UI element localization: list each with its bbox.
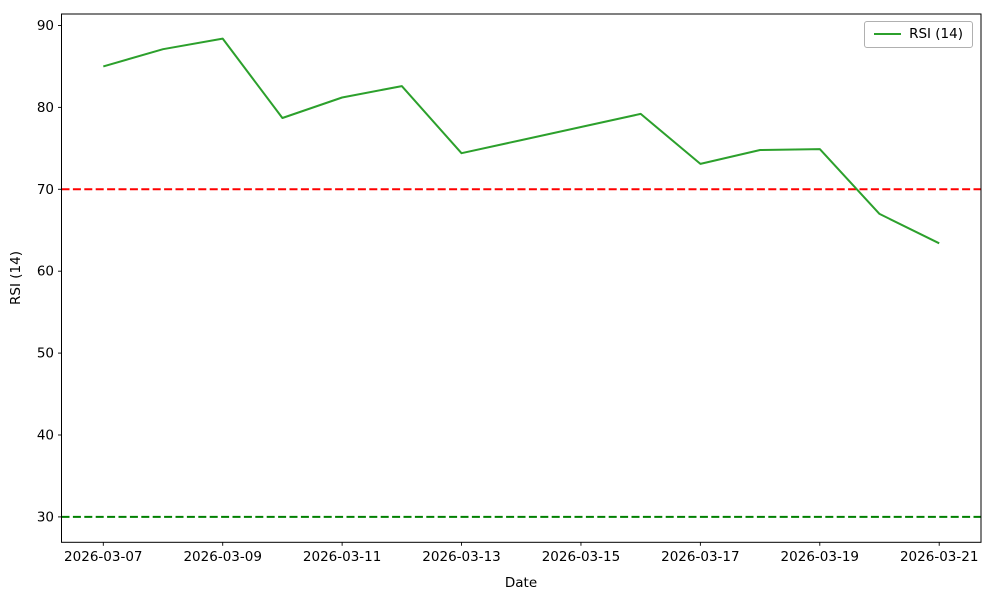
x-tick-label: 2026-03-19 <box>781 549 859 565</box>
legend: RSI (14) <box>864 21 973 48</box>
x-axis-label: Date <box>504 575 538 591</box>
x-tick-label: 2026-03-15 <box>542 549 620 565</box>
y-tick-label: 60 <box>37 264 54 280</box>
y-tick-label: 90 <box>37 18 54 34</box>
x-tick-label: 2026-03-07 <box>64 549 142 565</box>
y-tick-label: 80 <box>37 100 54 116</box>
plot-border <box>61 13 982 543</box>
x-tick-label: 2026-03-11 <box>303 549 381 565</box>
y-tick-label: 30 <box>37 509 54 525</box>
y-tick-label: 70 <box>37 182 54 198</box>
legend-line-sample <box>874 33 902 35</box>
y-tick-label: 40 <box>37 428 54 444</box>
x-tick-label: 2026-03-21 <box>900 549 978 565</box>
y-tick-label: 50 <box>37 346 54 362</box>
legend-label: RSI (14) <box>909 26 963 42</box>
x-tick-label: 2026-03-13 <box>422 549 500 565</box>
series-line-rsi-14- <box>103 37 940 245</box>
y-axis-label: RSI (14) <box>8 251 24 305</box>
x-tick-label: 2026-03-09 <box>183 549 261 565</box>
x-tick-label: 2026-03-17 <box>661 549 739 565</box>
